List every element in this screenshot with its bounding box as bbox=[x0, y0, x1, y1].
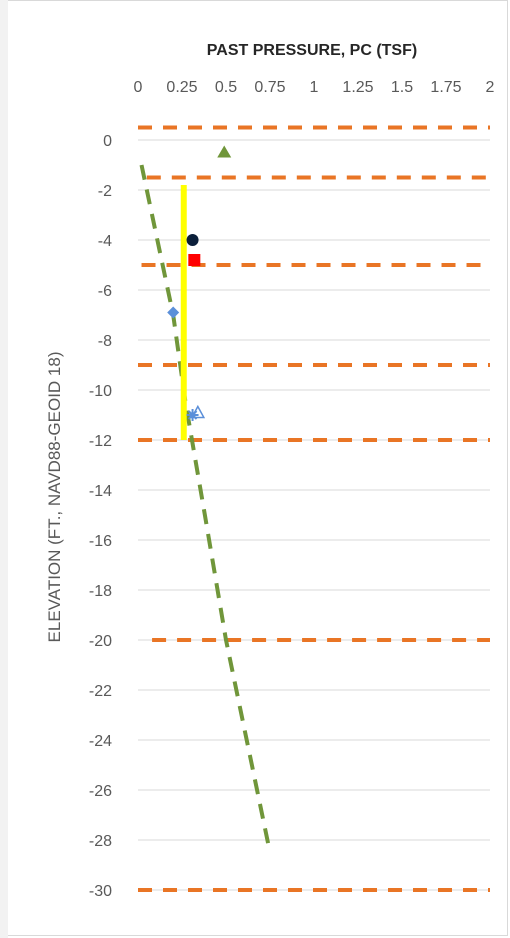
x-tick-label: 2 bbox=[486, 79, 495, 96]
x-tick-label: 0 bbox=[134, 79, 143, 96]
x-tick-label: 1 bbox=[310, 79, 319, 96]
y-tick-label: -30 bbox=[89, 883, 112, 900]
x-tick-label: 1.75 bbox=[430, 79, 461, 96]
y-tick-label: -18 bbox=[89, 583, 112, 600]
y-axis-label: ELEVATION (FT., NAVD88-GEOID 18) bbox=[45, 352, 64, 643]
x-tick-label: 0.25 bbox=[166, 79, 197, 96]
layer-boundary-lines bbox=[138, 125, 490, 892]
y-tick-label: -2 bbox=[98, 183, 112, 200]
x-tick-label: 1.25 bbox=[342, 79, 373, 96]
y-tick-label: -16 bbox=[89, 533, 112, 550]
y-tick-label: -28 bbox=[89, 833, 112, 850]
trend-line bbox=[139, 164, 272, 853]
diamond-marker bbox=[167, 306, 180, 319]
x-tick-label: 0.5 bbox=[215, 79, 237, 96]
square-marker bbox=[188, 254, 201, 266]
x-axis-tick-labels: 0 0.25 0.5 0.75 1 1.25 1.5 1.75 2 bbox=[134, 79, 495, 96]
chart-title: PAST PRESSURE, PC (TSF) bbox=[207, 42, 417, 59]
y-tick-label: 0 bbox=[103, 133, 112, 150]
y-tick-label: -26 bbox=[89, 783, 112, 800]
data-points bbox=[167, 145, 232, 421]
y-tick-label: -12 bbox=[89, 433, 112, 450]
trend-line-series bbox=[139, 164, 272, 853]
y-tick-label: -22 bbox=[89, 683, 112, 700]
y-axis-tick-labels: 0 -2 -4 -6 -8 -10 -12 -14 -16 -18 -20 -22 -24 -26 -28 -… bbox=[89, 133, 112, 900]
y-tick-label: -10 bbox=[89, 383, 112, 400]
y-tick-label: -14 bbox=[89, 483, 112, 500]
x-tick-label: 1.5 bbox=[391, 79, 413, 96]
open-triangle-marker bbox=[190, 404, 206, 419]
y-tick-label: -8 bbox=[98, 333, 112, 350]
y-tick-label: -6 bbox=[98, 283, 112, 300]
left-edge-strip bbox=[0, 0, 8, 938]
y-tick-label: -24 bbox=[89, 733, 112, 750]
circle-marker bbox=[186, 234, 199, 246]
y-tick-label: -20 bbox=[89, 633, 112, 650]
y-tick-label: -4 bbox=[98, 233, 112, 250]
x-tick-label: 0.75 bbox=[254, 79, 285, 96]
triangle-marker bbox=[217, 145, 232, 158]
horizontal-gridlines bbox=[138, 139, 490, 891]
